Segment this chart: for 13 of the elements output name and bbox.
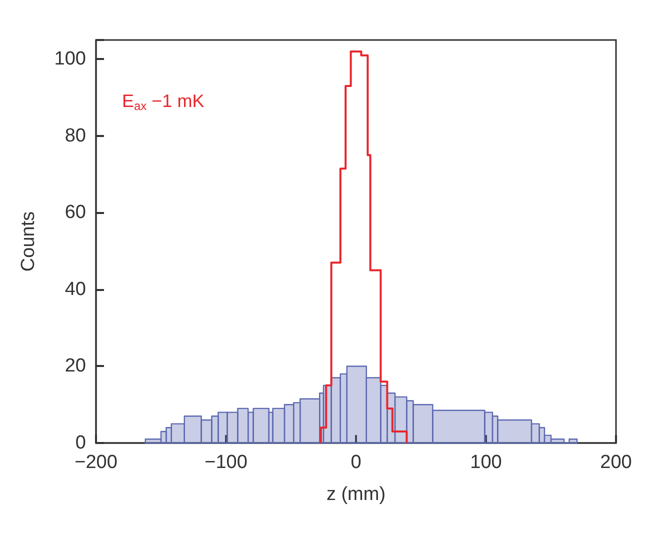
y-tick-label: 40 (64, 278, 86, 300)
x-tick-label: 200 (600, 452, 632, 473)
y-tick-label: 0 (75, 432, 86, 454)
y-tick-label: 80 (64, 125, 86, 146)
x-axis-title: z (mm) (326, 484, 386, 505)
y-axis-title: Counts (18, 211, 39, 272)
y-tick-label: 100 (54, 48, 86, 70)
y-tick-label: 20 (64, 356, 86, 377)
x-tick-label: −100 (204, 452, 248, 473)
x-tick-label: −200 (74, 452, 118, 473)
x-tick-label: 0 (350, 452, 362, 473)
y-tick-label: 60 (64, 202, 86, 224)
x-tick-label: 100 (470, 452, 502, 473)
